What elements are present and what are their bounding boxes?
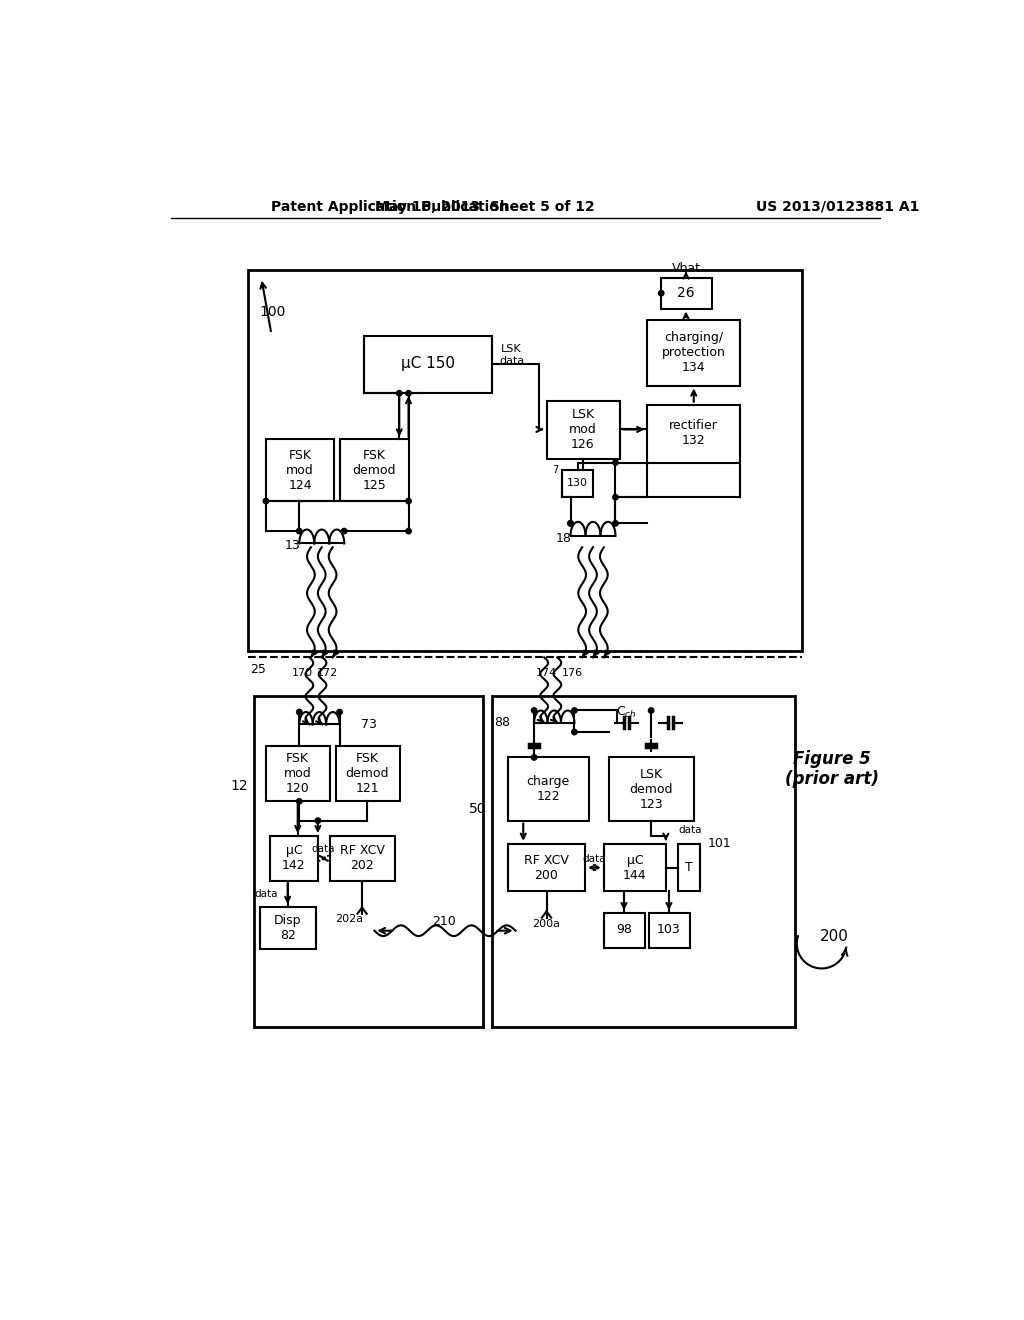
Circle shape (571, 708, 578, 713)
Text: 13: 13 (285, 539, 300, 552)
Circle shape (612, 495, 618, 500)
Circle shape (297, 799, 302, 804)
Text: 98: 98 (616, 924, 632, 936)
Text: 26: 26 (677, 286, 695, 300)
Circle shape (396, 391, 402, 396)
Bar (266, 746, 331, 801)
Text: 73: 73 (360, 718, 377, 731)
Text: US 2013/0123881 A1: US 2013/0123881 A1 (756, 199, 920, 214)
Bar (649, 913, 690, 948)
Text: 7: 7 (553, 465, 559, 475)
Text: 210: 210 (432, 915, 456, 928)
Bar (647, 405, 740, 462)
Bar (604, 913, 645, 948)
Text: RF XCV
202: RF XCV 202 (340, 845, 384, 873)
Bar (340, 440, 409, 502)
Text: data: data (254, 888, 278, 899)
Bar (493, 696, 795, 1027)
Bar (604, 843, 666, 891)
Bar (508, 758, 589, 821)
Circle shape (568, 520, 573, 527)
Text: data: data (311, 843, 335, 854)
Text: charge
122: charge 122 (526, 775, 569, 803)
Text: 12: 12 (230, 779, 248, 793)
Text: FSK
demod
121: FSK demod 121 (346, 752, 389, 795)
Text: 18: 18 (555, 532, 571, 545)
Text: Figure 5
(prior art): Figure 5 (prior art) (784, 750, 879, 788)
Circle shape (568, 520, 573, 527)
Text: 174: 174 (536, 668, 557, 677)
Text: data: data (678, 825, 701, 834)
Circle shape (612, 520, 618, 527)
Text: 200: 200 (820, 928, 849, 944)
Circle shape (297, 528, 302, 533)
Text: 172: 172 (317, 668, 339, 677)
Text: 100: 100 (260, 305, 286, 319)
Circle shape (337, 709, 342, 714)
Bar (270, 836, 317, 880)
Text: 130: 130 (567, 478, 588, 488)
Text: LSK
data: LSK data (499, 345, 524, 366)
Text: FSK
mod
120: FSK mod 120 (284, 752, 311, 795)
Circle shape (342, 528, 347, 533)
Text: 170: 170 (292, 668, 313, 677)
Bar (260, 907, 315, 949)
Circle shape (612, 459, 618, 465)
Bar (248, 271, 802, 651)
Circle shape (263, 499, 268, 504)
Bar (608, 758, 693, 821)
Circle shape (531, 755, 537, 760)
Circle shape (297, 709, 302, 714)
Bar (508, 843, 586, 891)
Text: µC 150: µC 150 (401, 356, 455, 371)
Circle shape (315, 818, 321, 824)
Circle shape (406, 528, 412, 533)
Text: Vbat: Vbat (672, 261, 700, 275)
Text: Patent Application Publication: Patent Application Publication (271, 199, 509, 214)
Text: LSK
demod
123: LSK demod 123 (630, 767, 673, 810)
Text: charging/
protection
134: charging/ protection 134 (662, 331, 726, 374)
Text: µC
144: µC 144 (623, 854, 647, 882)
Circle shape (406, 391, 412, 396)
Bar (266, 440, 334, 502)
Text: 50: 50 (469, 803, 486, 816)
Text: May 16, 2013  Sheet 5 of 12: May 16, 2013 Sheet 5 of 12 (375, 199, 594, 214)
Bar (562, 470, 593, 498)
Text: C$_{ch}$: C$_{ch}$ (616, 705, 637, 721)
Bar (254, 696, 483, 1027)
Text: 101: 101 (708, 837, 731, 850)
Text: RF XCV
200: RF XCV 200 (524, 854, 569, 882)
Text: 176: 176 (561, 668, 583, 677)
Text: 88: 88 (494, 717, 510, 730)
Circle shape (648, 708, 654, 713)
Text: data: data (583, 854, 606, 865)
Circle shape (406, 499, 412, 504)
Text: rectifier
132: rectifier 132 (670, 420, 718, 447)
Text: 200a: 200a (532, 919, 560, 929)
Text: 202a: 202a (335, 915, 362, 924)
Bar (547, 401, 621, 459)
Text: µC
142: µC 142 (282, 845, 305, 873)
Bar (662, 277, 712, 309)
Text: LSK
mod
126: LSK mod 126 (569, 408, 597, 451)
Text: FSK
demod
125: FSK demod 125 (352, 449, 396, 492)
Circle shape (658, 290, 664, 296)
Circle shape (531, 708, 537, 713)
Bar (336, 746, 400, 801)
Bar (365, 335, 493, 393)
Text: 25: 25 (250, 663, 266, 676)
Circle shape (571, 730, 578, 735)
Text: Disp
82: Disp 82 (273, 913, 301, 941)
Bar (647, 321, 740, 385)
Bar (678, 843, 700, 891)
Text: T: T (685, 861, 693, 874)
Text: FSK
mod
124: FSK mod 124 (286, 449, 314, 492)
Text: 103: 103 (657, 924, 681, 936)
Bar (330, 836, 395, 880)
